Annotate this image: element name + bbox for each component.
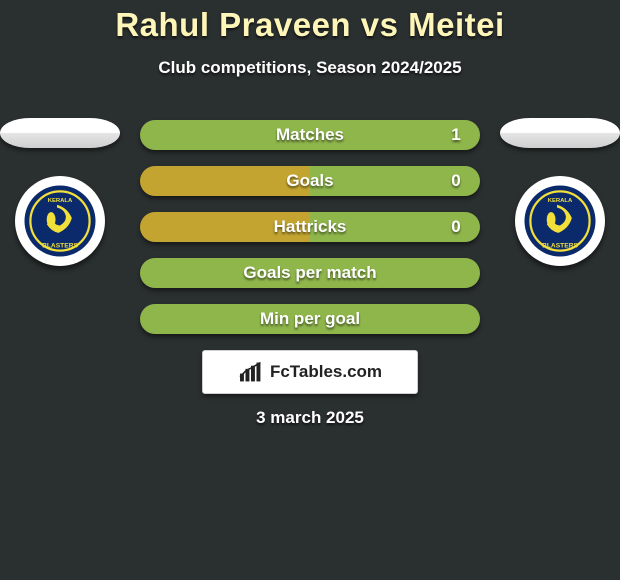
stat-row: Goals per match [140, 258, 480, 288]
stat-value-right: 1 [436, 120, 476, 150]
svg-text:BLASTERS: BLASTERS [42, 243, 78, 250]
stat-value-right: 0 [436, 166, 476, 196]
svg-text:KERALA: KERALA [548, 198, 573, 204]
chart-icon [238, 361, 264, 383]
stats-panel: Matches 1 Goals 0 Hattricks 0 Goals per match M… [140, 120, 480, 350]
right-player-column: KERALA BLASTERS [500, 118, 620, 266]
brand-attribution: FcTables.com [202, 350, 418, 394]
page-title: Rahul Praveen vs Meitei [0, 6, 620, 44]
stat-label: Goals per match [243, 263, 376, 283]
left-club-badge: KERALA BLASTERS [15, 176, 105, 266]
right-club-badge: KERALA BLASTERS [515, 176, 605, 266]
brand-text: FcTables.com [270, 362, 382, 382]
stat-row: Hattricks 0 [140, 212, 480, 242]
footer-date: 3 march 2025 [0, 408, 620, 428]
stat-label: Min per goal [260, 309, 360, 329]
stat-label: Hattricks [274, 217, 347, 237]
page-subtitle: Club competitions, Season 2024/2025 [0, 58, 620, 78]
club-crest-icon: KERALA BLASTERS [23, 184, 97, 258]
stat-row: Min per goal [140, 304, 480, 334]
stat-row: Goals 0 [140, 166, 480, 196]
stat-label: Matches [276, 125, 344, 145]
left-player-column: KERALA BLASTERS [0, 118, 120, 266]
stat-label: Goals [286, 171, 333, 191]
svg-text:BLASTERS: BLASTERS [542, 243, 578, 250]
player-photo-placeholder [500, 118, 620, 148]
club-crest-icon: KERALA BLASTERS [523, 184, 597, 258]
player-photo-placeholder [0, 118, 120, 148]
stat-row: Matches 1 [140, 120, 480, 150]
svg-text:KERALA: KERALA [48, 198, 73, 204]
stat-value-right: 0 [436, 212, 476, 242]
comparison-card: Rahul Praveen vs Meitei Club competition… [0, 0, 620, 580]
